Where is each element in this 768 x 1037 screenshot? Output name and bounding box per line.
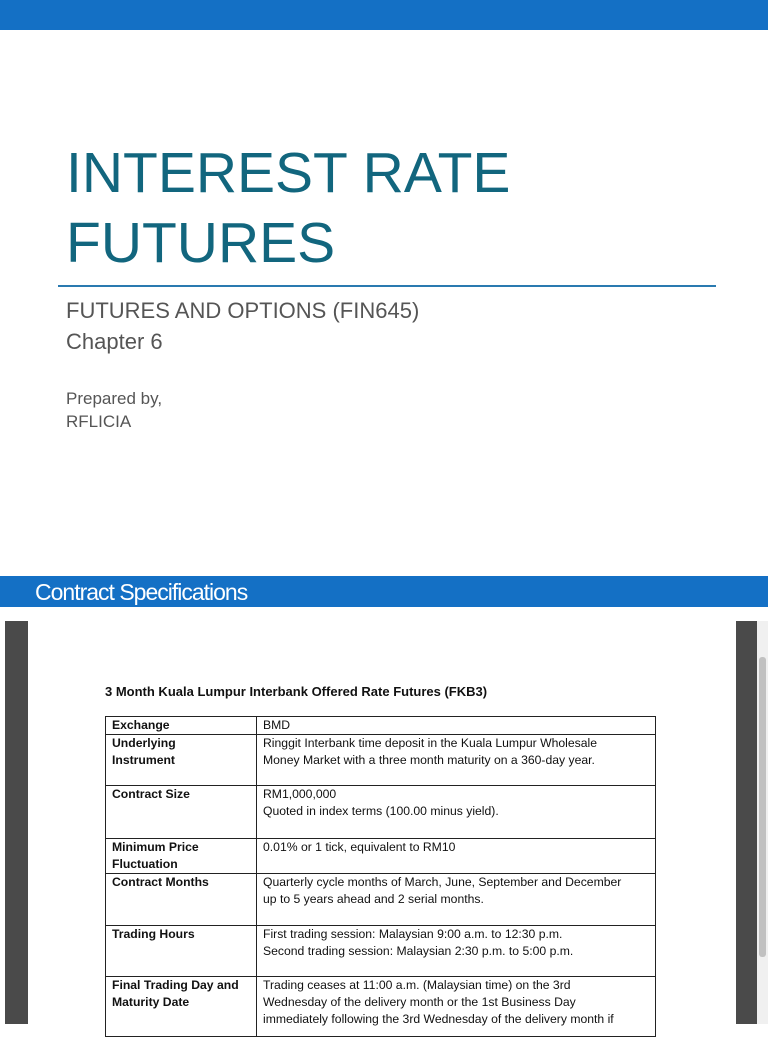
label-line: Contract Months [112,875,209,889]
title-line: FUTURES [66,211,336,275]
document-title: 3 Month Kuala Lumpur Interbank Offered R… [105,684,488,699]
value-line: Quarterly cycle months of March, June, S… [263,875,622,889]
label-line: Instrument [112,753,175,767]
author-line: RFLICIA [66,412,132,431]
spec-row: Contract Months Quarterly cycle months of… [105,873,656,926]
spec-label: Minimum Price Fluctuation [105,838,257,874]
spec-row: Underlying Instrument Ringgit Interbank ti… [105,734,656,786]
value-line: up to 5 years ahead and 2 serial months. [263,892,484,906]
spec-value: First trading session: Malaysian 9:00 a.… [256,925,656,977]
spec-value: Ringgit Interbank time deposit in the Ku… [256,734,656,786]
value-line: Trading ceases at 11:00 a.m. (Malaysian … [263,978,571,992]
top-bar [0,0,768,30]
spec-value: 0.01% or 1 tick, equivalent to RM10 [256,838,656,874]
title-line: INTEREST RATE [66,141,511,205]
spec-row: Contract Size RM1,000,000 Quoted in index … [105,785,656,839]
title-rule [58,285,716,287]
author: Prepared by, RFLICIA [66,387,162,433]
value-line: immediately following the 3rd Wednesday … [263,1012,614,1026]
value-line: Wednesday of the delivery month or the 1… [263,995,576,1009]
spec-value: Trading ceases at 11:00 a.m. (Malaysian … [256,976,656,1037]
label-line: Trading Hours [112,927,195,941]
spec-row: Final Trading Day and Maturity Date Tradin… [105,976,656,1037]
label-line: Minimum Price [112,840,199,854]
spec-row: Exchange BMD [105,716,656,735]
label-line: Underlying [112,736,176,750]
label-line: Maturity Date [112,995,190,1009]
scrollbar[interactable] [757,621,768,1024]
slide-title: INTEREST RATE FUTURES [66,138,510,278]
value-line: RM1,000,000 [263,787,337,801]
spec-value: BMD [256,716,656,735]
value-line: 0.01% or 1 tick, equivalent to RM10 [263,840,456,854]
value-line: Quoted in index terms (100.00 minus yiel… [263,804,499,818]
value-line: Ringgit Interbank time deposit in the Ku… [263,736,597,750]
value-line: BMD [263,718,291,732]
spec-label: Trading Hours [105,925,257,977]
spec-table: Exchange BMD Underlying Instrument Ringgit I… [105,716,656,1037]
spec-row: Minimum Price Fluctuation 0.01% or 1 tick,… [105,838,656,874]
label-line: Contract Size [112,787,190,801]
value-line: Money Market with a three month maturity… [263,753,595,767]
subtitle: FUTURES AND OPTIONS (FIN645) Chapter 6 [66,295,419,357]
subtitle-line: FUTURES AND OPTIONS (FIN645) [66,298,420,323]
subtitle-line: Chapter 6 [66,329,163,354]
spec-label: Underlying Instrument [105,734,257,786]
author-line: Prepared by, [66,389,163,408]
spec-label: Contract Size [105,785,257,839]
label-line: Exchange [112,718,170,732]
label-line: Final Trading Day and [112,978,239,992]
spec-label: Contract Months [105,873,257,926]
value-line: Second trading session: Malaysian 2:30 p… [263,944,574,958]
spec-label: Exchange [105,716,257,735]
spec-label: Final Trading Day and Maturity Date [105,976,257,1037]
section-header: Contract Specifications [35,579,248,605]
spec-value: RM1,000,000 Quoted in index terms (100.00… [256,785,656,839]
spec-row: Trading Hours First trading session: Mala… [105,925,656,977]
spec-value: Quarterly cycle months of March, June, S… [256,873,656,926]
value-line: First trading session: Malaysian 9:00 a.… [263,927,563,941]
section-bar: Contract Specifications [0,576,768,607]
scroll-thumb[interactable] [759,657,766,957]
label-line: Fluctuation [112,857,178,871]
